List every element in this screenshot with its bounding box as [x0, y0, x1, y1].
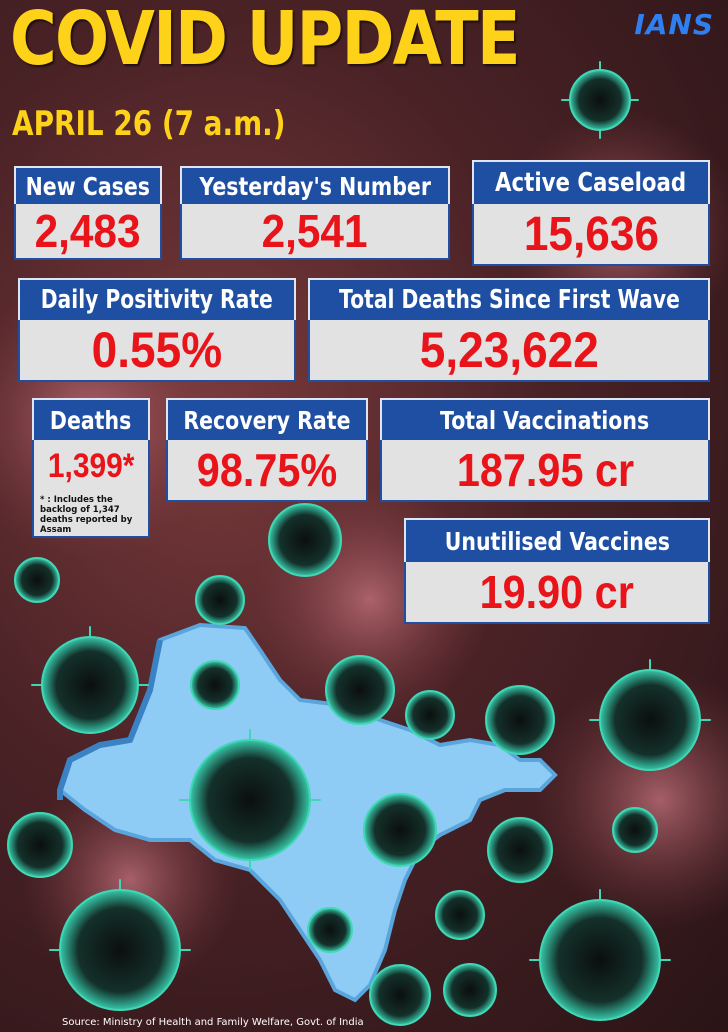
- report-date: APRIL 26 (7 a.m.): [12, 104, 286, 144]
- unutilised-vaccines-label: Unutilised Vaccines: [404, 518, 710, 562]
- deaths-label: Deaths: [32, 398, 150, 440]
- total-deaths-value: 5,23,622: [308, 320, 710, 382]
- daily-positivity-rate-label: Daily Positivity Rate: [18, 278, 296, 320]
- deaths-footnote: * : Includes the backlog of 1,347 deaths…: [40, 495, 133, 535]
- card-unutilised-vaccines: Unutilised Vaccines 19.90 cr: [404, 518, 710, 624]
- yesterdays-number-label: Yesterday's Number: [180, 166, 450, 204]
- active-caseload-label: Active Caseload: [472, 160, 710, 204]
- card-yesterdays-number: Yesterday's Number 2,541: [180, 166, 450, 260]
- active-caseload-value: 15,636: [472, 204, 710, 266]
- deaths-value-box: 1,399* * : Includes the backlog of 1,347…: [32, 440, 150, 538]
- new-cases-label: New Cases: [14, 166, 162, 204]
- daily-positivity-rate-value: 0.55%: [18, 320, 296, 382]
- virus-spikes: [31, 61, 711, 961]
- page-title: COVID UPDATE: [10, 0, 520, 82]
- total-deaths-label: Total Deaths Since First Wave: [308, 278, 710, 320]
- card-active-caseload: Active Caseload 15,636: [472, 160, 710, 266]
- card-deaths: Deaths 1,399* * : Includes the backlog o…: [32, 398, 150, 538]
- virus-particles: [7, 69, 701, 1026]
- recovery-rate-label: Recovery Rate: [166, 398, 368, 440]
- total-vaccinations-value: 187.95 cr: [380, 440, 710, 502]
- unutilised-vaccines-value: 19.90 cr: [404, 562, 710, 624]
- total-vaccinations-label: Total Vaccinations: [380, 398, 710, 440]
- card-new-cases: New Cases 2,483: [14, 166, 162, 260]
- deaths-value: 1,399*: [47, 446, 135, 485]
- card-recovery-rate: Recovery Rate 98.75%: [166, 398, 368, 502]
- card-daily-positivity-rate: Daily Positivity Rate 0.55%: [18, 278, 296, 382]
- yesterdays-number-value: 2,541: [180, 204, 450, 260]
- ians-logo: IANS: [634, 8, 714, 41]
- new-cases-value: 2,483: [14, 204, 162, 260]
- card-total-deaths: Total Deaths Since First Wave 5,23,622: [308, 278, 710, 382]
- recovery-rate-value: 98.75%: [166, 440, 368, 502]
- source-note: Source: Ministry of Health and Family We…: [62, 1017, 364, 1028]
- card-total-vaccinations: Total Vaccinations 187.95 cr: [380, 398, 710, 502]
